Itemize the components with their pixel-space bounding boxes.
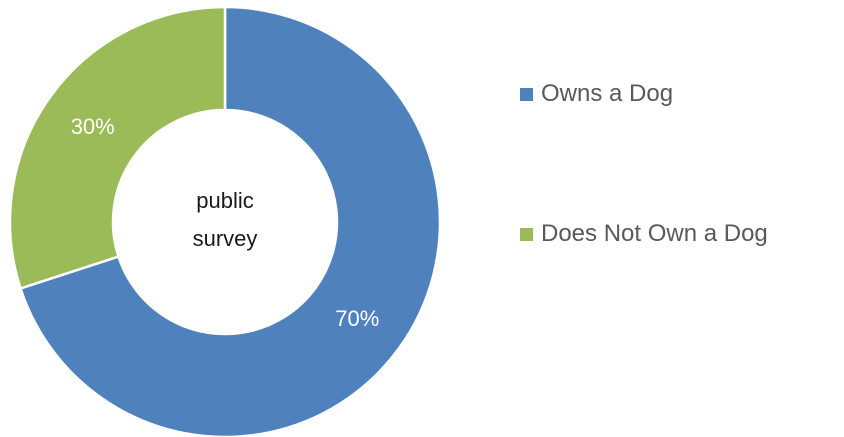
legend-item-owns-dog: Owns a Dog [520,80,673,108]
legend-swatch-owns-dog [520,87,533,101]
slice-labels: 70% 30% [71,114,380,331]
center-text-line-2: survey [193,226,258,251]
chart-legend: Owns a Dog Does Not Own a Dog [520,0,840,437]
donut-chart: 70% 30% public survey [8,5,442,437]
data-label-owns-dog: 70% [335,306,379,331]
center-text-line-1: public [196,188,253,213]
legend-swatch-no-dog [520,227,533,241]
data-label-no-dog: 30% [71,114,115,139]
donut-slices [8,5,442,437]
donut-slice-owns-dog [18,5,442,437]
legend-label-no-dog: Does Not Own a Dog [541,220,768,247]
legend-label-owns-dog: Owns a Dog [541,80,674,107]
donut-slice-no-dog [8,5,227,291]
legend-item-no-dog: Does Not Own a Dog [520,220,768,248]
